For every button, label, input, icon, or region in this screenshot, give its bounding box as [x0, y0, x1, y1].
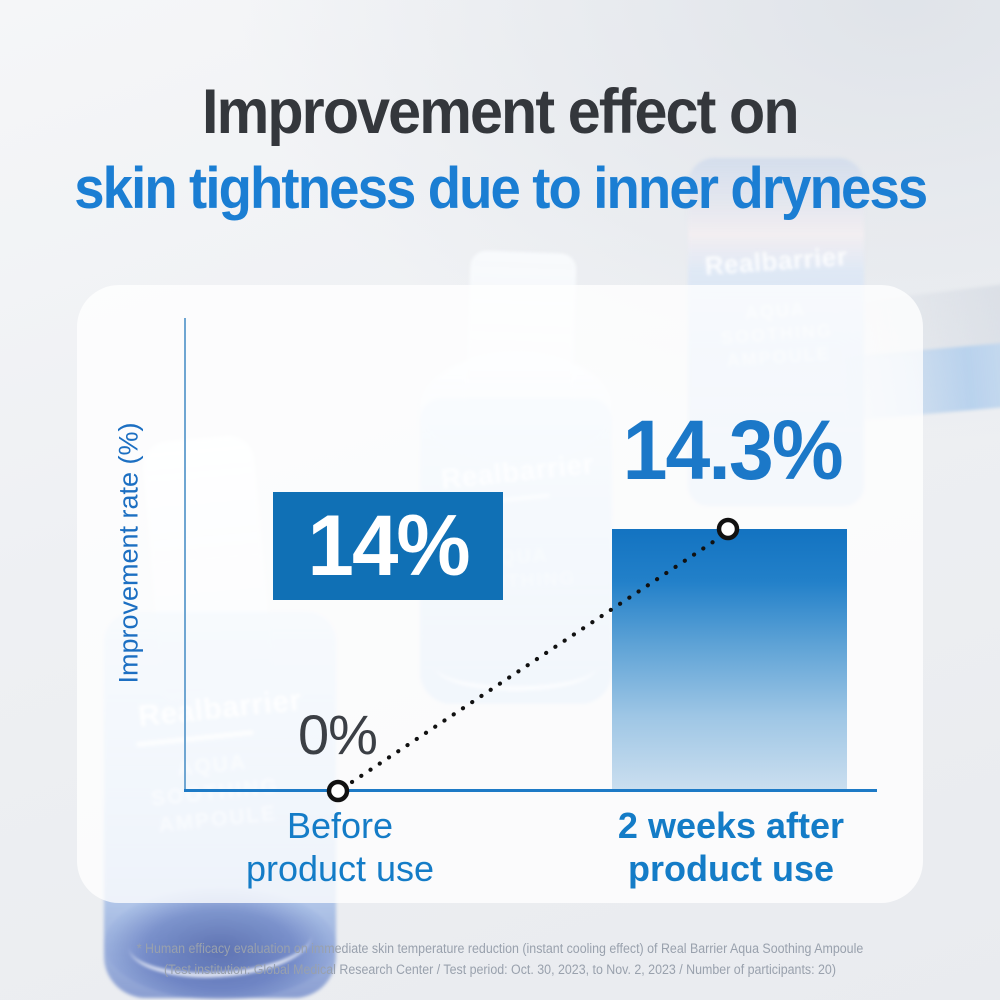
page-title-line2: skin tightness due to inner dryness	[73, 156, 928, 221]
category-label-after: 2 weeks after product use	[617, 805, 845, 889]
y-axis-label: Improvement rate (%)	[113, 422, 144, 684]
category-label-before: Before product use	[245, 805, 435, 889]
page-title: Improvement effect on skin tightness due…	[0, 76, 1000, 222]
y-axis-line	[184, 318, 186, 792]
x-axis-line	[184, 789, 877, 792]
before-value-label: 0%	[298, 703, 378, 766]
footnote: * Human efficacy evaluation on immediate…	[40, 938, 960, 980]
improvement-callout-value: 14%	[307, 498, 470, 594]
after-value-label: 14.3%	[622, 403, 844, 497]
improvement-callout-badge: 14%	[273, 492, 503, 600]
bar-after-product-use	[612, 529, 847, 789]
footnote-line1: * Human efficacy evaluation on immediate…	[136, 941, 864, 956]
bottle-base-shadow	[104, 888, 336, 1000]
footnote-line2: (Test institution: Global Medical Resear…	[164, 962, 836, 977]
page-title-line1: Improvement effect on	[202, 77, 799, 147]
